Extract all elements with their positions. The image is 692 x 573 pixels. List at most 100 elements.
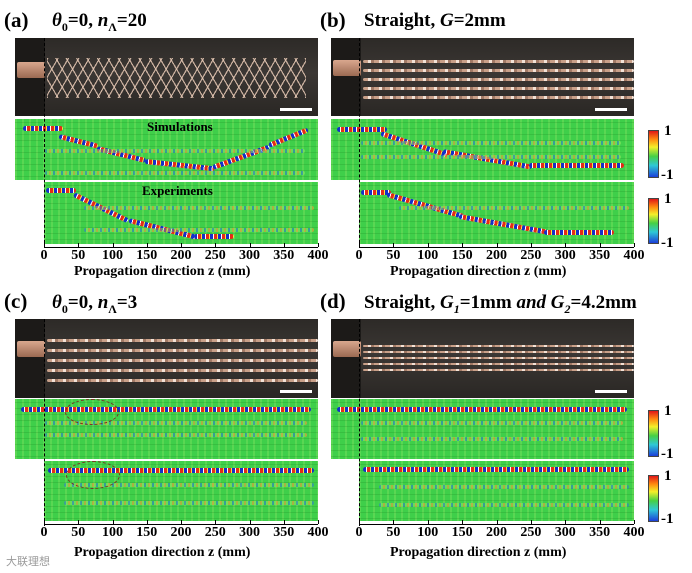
beam [23,126,63,131]
panel-a-label: (a) [4,8,29,32]
colorbar-sim-top [648,130,659,178]
axis-tick [599,520,601,524]
axis-tick-label: 0 [355,248,363,263]
axis-tick-label: 0 [355,525,363,540]
axis-tick [427,520,429,524]
axis-tick [496,520,498,524]
axis-tick [146,520,148,524]
axis-tick-label: 250 [204,525,226,540]
scale-bar [280,108,312,111]
z-zero-line [44,38,45,248]
panel-d-label: (d) [320,289,346,313]
axis-tick-label: 400 [307,248,329,263]
axis-tick-label: 350 [273,525,295,540]
scale-bar [280,390,312,393]
axis-tick [496,243,498,247]
panel-c-simulation-map [15,399,318,459]
colorbar-max: 1 [664,191,672,207]
axis-tick-label: 100 [102,248,123,263]
axis-tick-label: 200 [170,525,192,540]
panel-a-title: θ0=0, nΛ=20 [52,10,147,34]
axis-tick-label: 250 [520,525,542,540]
axis-tick-label: 50 [386,525,401,540]
watermark: 大联理想 [6,555,50,568]
axis-tick [318,243,319,247]
colorbar-min: -1 [661,446,674,462]
axis-line [44,247,318,248]
axis-tick-label: 200 [486,525,507,540]
scale-bar [595,390,627,393]
axis-tick-label: 250 [520,248,542,263]
axis-tick [181,243,182,247]
axis-tick [215,243,217,247]
axis-tick [146,243,148,247]
z-zero-line [44,319,45,526]
axis-tick [249,520,251,524]
axis-tick [462,243,464,247]
axis-tick-label: 150 [451,525,473,540]
axis-tick-label: 50 [71,248,86,263]
panel-c-experiment-map [44,461,318,521]
axis-tick-label: 300 [554,525,576,540]
colorbar-exp-bottom [648,475,659,522]
beam [363,467,629,472]
connector [17,62,45,78]
axis-tick-label: 350 [589,248,611,263]
axis-tick-label: 50 [71,525,86,540]
panel-d-photo [331,319,634,398]
colorbar-min: -1 [661,511,674,527]
axis-tick-label: 400 [623,525,645,540]
z-zero-line [359,38,360,248]
axis-tick [634,520,635,524]
beam [337,127,387,132]
beam [194,234,234,239]
colorbar-max: 1 [664,403,672,419]
axis-tick [565,243,567,247]
axis-tick-label: 150 [136,248,158,263]
x-axis-label: Propagation direction z (mm) [390,545,567,560]
panel-c-label: (c) [4,289,28,313]
connector [17,341,45,357]
axis-tick [283,520,285,524]
axis-tick-label: 350 [273,248,295,263]
axis-tick-label: 200 [170,248,192,263]
axis-tick [599,243,601,247]
panel-d-simulation-map [331,399,634,459]
axis-tick [215,520,217,524]
axis-tick [565,520,567,524]
connector [333,341,361,357]
axis-tick-label: 350 [589,525,611,540]
experiments-label: Experiments [142,183,213,198]
colorbar-min: -1 [661,235,674,251]
axis-tick [318,520,319,524]
axis-tick [44,243,45,247]
panel-c-photo [15,319,318,398]
axis-tick [393,243,395,247]
connector [333,60,361,76]
colorbar-min: -1 [661,167,674,183]
highlight-ellipse [66,461,120,489]
panel-a-experiment-map: Experiments [44,182,318,244]
axis-tick [78,520,80,524]
axis-tick-label: 400 [623,248,645,263]
axis-line [44,524,318,525]
axis-tick-label: 100 [102,525,123,540]
axis-tick-label: 250 [204,248,226,263]
axis-tick [530,243,532,247]
panel-d-experiment-map [359,461,634,521]
panel-b-experiment-map [359,182,634,244]
beam [544,230,614,235]
axis-tick [462,520,464,524]
axis-tick [359,520,360,524]
axis-tick-label: 100 [417,248,439,263]
axis-tick-label: 200 [486,248,507,263]
axis-tick [78,243,80,247]
axis-tick [112,520,114,524]
axis-tick [634,243,635,247]
axis-line [359,247,634,248]
axis-tick [112,243,114,247]
axis-line [359,524,634,525]
axis-tick-label: 0 [40,525,48,540]
colorbar-sim-bottom [648,410,659,457]
axis-tick-label: 300 [239,525,260,540]
